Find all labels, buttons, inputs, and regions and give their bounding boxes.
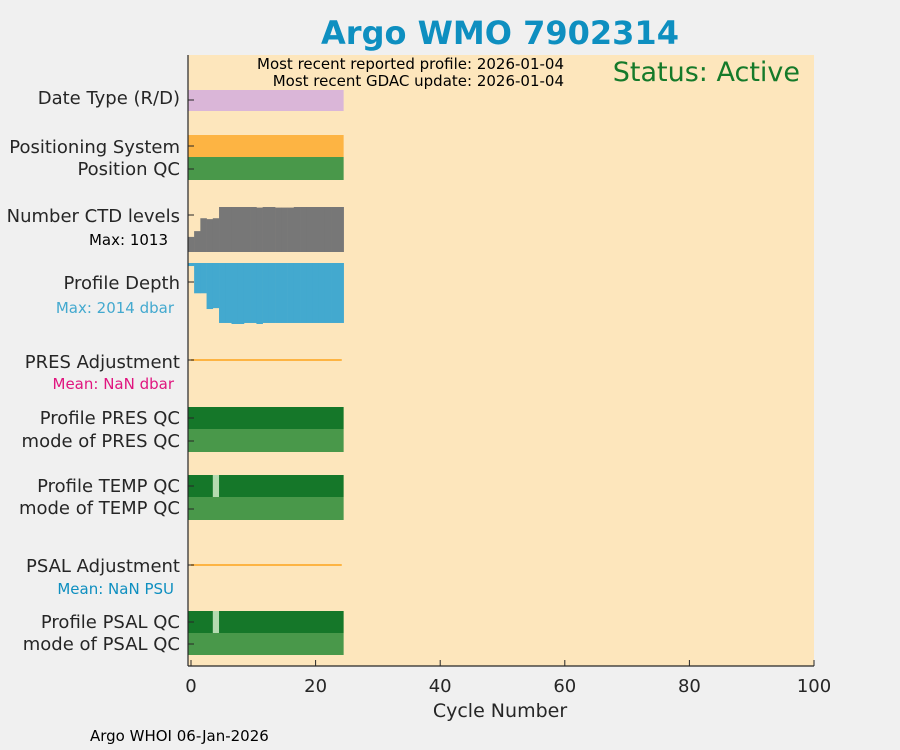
ctd-level-bar <box>256 207 263 252</box>
most-recent-gdac: Most recent GDAC update: 2026-01-04 <box>273 72 564 90</box>
ctd-level-bar <box>318 207 326 252</box>
y-label-psal-mean: Mean: NaN PSU <box>57 580 174 598</box>
status-text: Status: Active <box>613 57 800 88</box>
ctd-level-bar <box>275 207 282 252</box>
profile-depth-bar <box>281 263 288 323</box>
position-qc-bar <box>187 157 344 180</box>
ctd-level-bar <box>194 231 201 252</box>
y-label-pres-mode: mode of PRES QC <box>22 431 180 452</box>
profile-depth-bar <box>219 263 226 323</box>
ctd-level-bar <box>268 207 276 252</box>
profile-depth-bar <box>237 263 245 324</box>
temp-mode-bar <box>187 497 344 520</box>
pres-qc-bar <box>187 407 344 429</box>
profile-depth-bar <box>287 263 295 323</box>
ctd-level-bar <box>281 207 288 252</box>
profile-depth-bar <box>225 263 232 323</box>
y-label-positioning: Positioning System <box>9 137 180 158</box>
ctd-level-bar <box>231 207 239 252</box>
y-label-temp-mode: mode of TEMP QC <box>19 498 180 519</box>
y-label-date-type: Date Type (R/D) <box>38 88 180 109</box>
positioning-bar <box>187 135 344 157</box>
psal-mode-bar <box>187 633 344 655</box>
psal-qc-bar <box>187 611 344 633</box>
footer-text: Argo WHOI 06-Jan-2026 <box>90 727 269 745</box>
psal-qc-flag <box>212 611 220 633</box>
profile-depth-bar <box>318 263 326 323</box>
y-label-pres-qc: Profile PRES QC <box>40 408 180 429</box>
temp-qc-flag <box>212 475 220 497</box>
most-recent-profile: Most recent reported profile: 2026-01-04 <box>257 55 564 73</box>
profile-depth-bar <box>306 263 313 323</box>
y-label-temp-qc: Profile TEMP QC <box>37 476 180 497</box>
ctd-level-bar <box>219 207 226 252</box>
profile-depth-bar <box>300 263 307 323</box>
y-label-pres-adj: PRES Adjustment <box>25 352 180 373</box>
ctd-level-bar <box>337 207 344 252</box>
profile-depth-bar <box>250 263 257 323</box>
ctd-level-bar <box>200 218 207 252</box>
y-label-ctd-max: Max: 1013 <box>89 231 168 249</box>
ctd-level-bar <box>237 207 245 252</box>
profile-depth-bar <box>324 263 332 323</box>
ctd-level-bar <box>250 207 257 252</box>
y-label-psal-qc: Profile PSAL QC <box>41 612 180 633</box>
ctd-level-bar <box>287 207 295 252</box>
x-tick-label: 100 <box>797 676 831 697</box>
pres-mode-bar <box>187 429 344 452</box>
y-label-position-qc: Position QC <box>77 159 180 180</box>
ctd-level-bar <box>212 218 220 252</box>
profile-depth-bar <box>256 263 263 324</box>
ctd-level-bar <box>331 207 338 252</box>
ctd-level-bar <box>312 207 320 252</box>
chart-title: Argo WMO 7902314 <box>321 14 679 52</box>
ctd-level-bar <box>324 207 332 252</box>
ctd-level-bar <box>262 207 270 252</box>
ctd-level-bar <box>306 207 313 252</box>
temp-qc-bar <box>187 475 344 497</box>
profile-depth-bar <box>275 263 282 323</box>
x-tick-label: 60 <box>553 676 576 697</box>
y-label-psal-mode: mode of PSAL QC <box>23 634 180 655</box>
ctd-level-bar <box>187 236 195 252</box>
profile-depth-bar <box>200 263 207 294</box>
y-label-pres-mean: Mean: NaN dbar <box>53 375 175 393</box>
y-label-ctd-levels: Number CTD levels <box>7 206 180 227</box>
x-tick-label: 0 <box>185 676 196 697</box>
profile-depth-bar <box>331 263 338 323</box>
date-type-bar <box>187 90 344 111</box>
y-label-profile-depth: Profile Depth <box>63 273 180 294</box>
y-label-depth-max: Max: 2014 dbar <box>56 299 175 317</box>
profile-depth-bar <box>262 263 270 323</box>
profile-depth-bar <box>212 263 220 309</box>
ctd-level-bar <box>293 207 301 252</box>
y-label-psal-adj: PSAL Adjustment <box>26 556 180 577</box>
profile-depth-bar <box>337 263 344 323</box>
profile-depth-bar <box>187 263 195 267</box>
x-axis-label: Cycle Number <box>433 700 567 722</box>
profile-depth-bar <box>312 263 320 323</box>
ctd-level-bar <box>225 207 232 252</box>
ctd-level-bar <box>206 219 214 252</box>
profile-depth-bar <box>293 263 301 323</box>
ctd-level-bar <box>243 207 251 252</box>
profile-depth-bar <box>231 263 239 324</box>
ctd-level-bar <box>300 207 307 252</box>
profile-depth-bar <box>206 263 214 310</box>
profile-depth-bar <box>268 263 276 323</box>
profile-depth-bar <box>243 263 251 323</box>
x-tick-label: 40 <box>429 676 452 697</box>
x-tick-label: 80 <box>678 676 701 697</box>
profile-depth-bar <box>194 263 201 294</box>
x-tick-label: 20 <box>304 676 327 697</box>
